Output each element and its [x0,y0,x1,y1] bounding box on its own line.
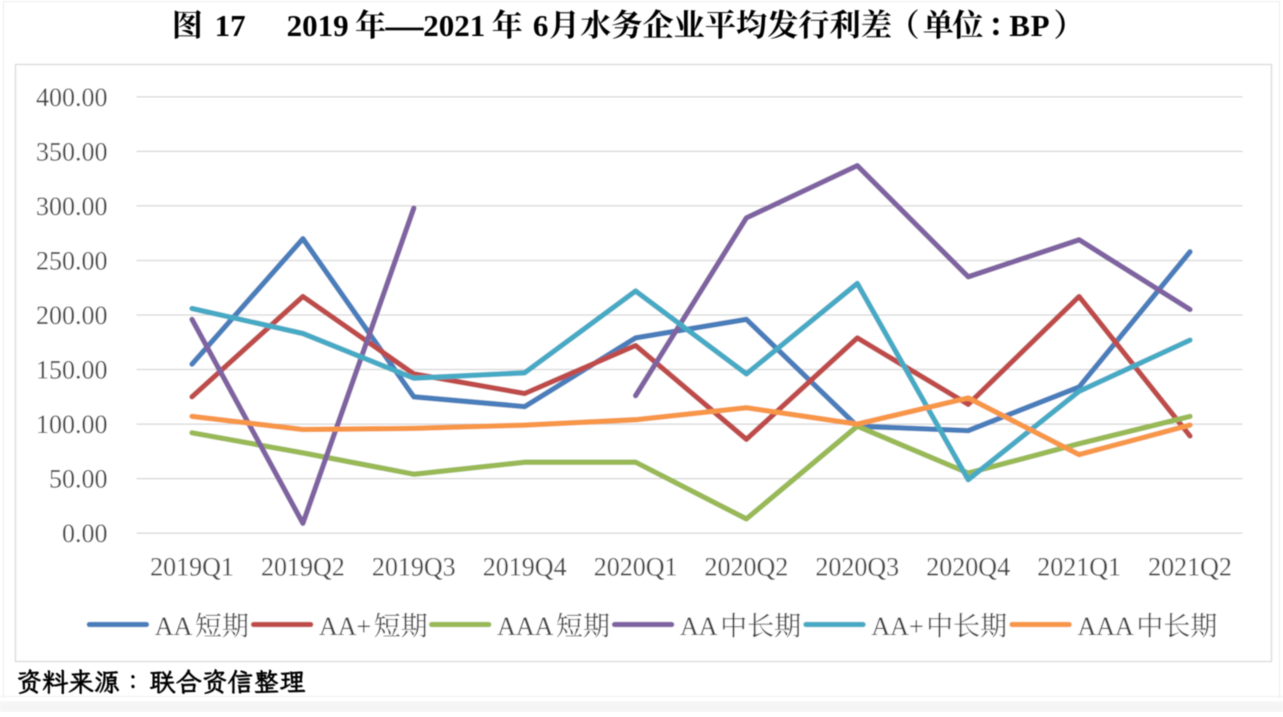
svg-text:250.00: 250.00 [36,246,108,275]
svg-text:2020Q4: 2020Q4 [926,553,1010,582]
svg-text:350.00: 350.00 [36,137,108,166]
svg-text:100.00: 100.00 [36,410,108,439]
svg-text:150.00: 150.00 [36,355,108,384]
svg-text:AA+: AA+ [319,612,371,641]
svg-text:2019: 2019 [287,8,349,43]
svg-text:BP: BP [1009,8,1050,43]
svg-text:AA: AA [155,612,193,641]
svg-text:2019Q4: 2019Q4 [483,553,567,582]
svg-text:2019Q1: 2019Q1 [150,553,234,582]
svg-text:2021Q2: 2021Q2 [1148,553,1232,582]
svg-text:2020Q2: 2020Q2 [705,553,789,582]
svg-text:AAA: AAA [1078,612,1135,641]
svg-text:2020Q3: 2020Q3 [815,553,899,582]
svg-text:2020Q1: 2020Q1 [594,553,678,582]
svg-text:50.00: 50.00 [49,465,108,494]
svg-text:300.00: 300.00 [36,192,108,221]
svg-text:AAA: AAA [497,612,554,641]
svg-text:2021Q1: 2021Q1 [1037,553,1121,582]
svg-text:200.00: 200.00 [36,301,108,330]
svg-text:6: 6 [533,8,549,43]
svg-text:2019Q2: 2019Q2 [261,553,345,582]
svg-text:0.00: 0.00 [62,519,108,548]
svg-text:2021: 2021 [423,8,485,43]
svg-text:400.00: 400.00 [36,83,108,112]
svg-text:2019Q3: 2019Q3 [372,553,456,582]
svg-text:AA: AA [680,612,718,641]
svg-text:17: 17 [215,8,246,43]
svg-text:AA+: AA+ [871,612,923,641]
